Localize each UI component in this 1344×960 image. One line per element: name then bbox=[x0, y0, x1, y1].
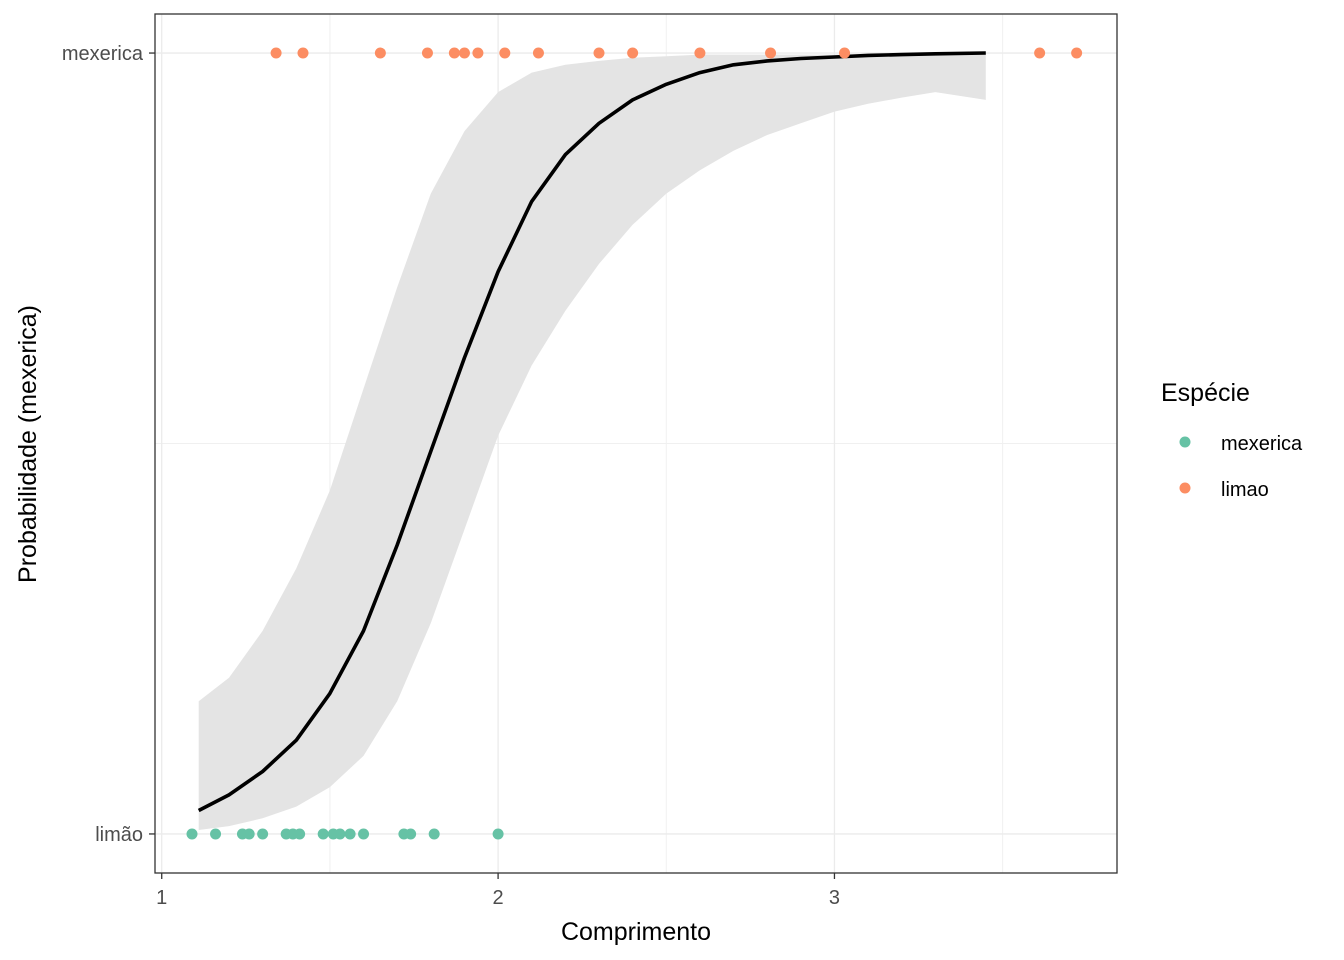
data-point bbox=[297, 47, 309, 59]
data-point bbox=[694, 47, 706, 59]
x-tick-label: 1 bbox=[156, 887, 167, 909]
plot-area bbox=[155, 14, 1117, 873]
data-point bbox=[499, 47, 511, 59]
data-point bbox=[334, 828, 346, 840]
y-axis-title: Probabilidade (mexerica) bbox=[14, 305, 42, 583]
data-point bbox=[405, 828, 417, 840]
data-point bbox=[428, 828, 440, 840]
confidence-band bbox=[198, 54, 986, 831]
legend-label: mexerica bbox=[1221, 433, 1303, 455]
data-point bbox=[210, 828, 222, 840]
y-tick-label: mexerica bbox=[62, 43, 144, 65]
axes: 1 2 3 limão mexerica bbox=[62, 13, 1118, 909]
legend-key bbox=[1179, 436, 1191, 448]
data-point bbox=[317, 828, 329, 840]
data-point bbox=[270, 47, 282, 59]
x-axis-title: Comprimento bbox=[561, 918, 711, 946]
data-point bbox=[358, 828, 370, 840]
data-point bbox=[1071, 47, 1083, 59]
data-point bbox=[1034, 47, 1046, 59]
data-point bbox=[243, 828, 255, 840]
x-tick-label: 3 bbox=[829, 887, 840, 909]
data-point bbox=[257, 828, 269, 840]
data-point bbox=[593, 47, 605, 59]
legend-key bbox=[1179, 482, 1191, 494]
data-point bbox=[186, 828, 198, 840]
data-point bbox=[458, 47, 470, 59]
legend: mexerica limao bbox=[1179, 433, 1303, 501]
legend-label: limao bbox=[1221, 479, 1269, 501]
y-tick-label: limão bbox=[95, 824, 143, 846]
data-point bbox=[472, 47, 484, 59]
panel-border bbox=[154, 13, 1118, 874]
data-point bbox=[344, 828, 356, 840]
data-point bbox=[532, 47, 544, 59]
x-tick-label: 2 bbox=[493, 887, 504, 909]
legend-title: Espécie bbox=[1161, 379, 1250, 407]
data-point bbox=[294, 828, 306, 840]
data-point bbox=[492, 828, 504, 840]
data-point bbox=[421, 47, 433, 59]
data-point bbox=[765, 47, 777, 59]
data-point bbox=[839, 47, 851, 59]
data-point bbox=[448, 47, 460, 59]
fitted-curve bbox=[197, 51, 986, 813]
data-point bbox=[627, 47, 639, 59]
data-point bbox=[374, 47, 386, 59]
